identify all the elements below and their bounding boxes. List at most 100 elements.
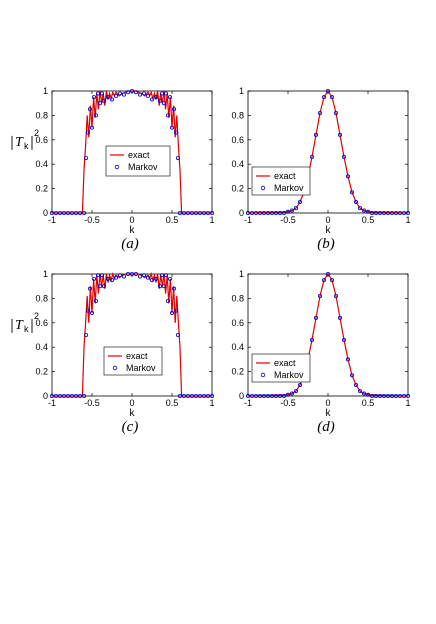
data-point-markov xyxy=(161,101,166,106)
data-point-markov xyxy=(249,393,254,398)
data-point-markov xyxy=(106,276,111,281)
data-point-markov xyxy=(205,393,210,398)
data-point-markov xyxy=(159,91,164,96)
x-tick-label: -1 xyxy=(48,215,56,225)
data-point-markov xyxy=(209,210,214,215)
x-tick-label: 0.5 xyxy=(362,398,375,408)
data-point-markov xyxy=(325,271,330,276)
data-point-markov xyxy=(96,273,101,278)
data-point-markov xyxy=(201,210,206,215)
data-point-markov xyxy=(100,91,105,96)
legend: exact Markov xyxy=(251,353,311,383)
x-tick-label: 0.5 xyxy=(166,215,179,225)
data-point-markov xyxy=(261,210,266,215)
legend-box xyxy=(251,353,311,383)
legend-label-markov: Markov xyxy=(126,363,156,373)
legend-label-exact: exact xyxy=(274,171,296,181)
data-point-markov xyxy=(74,393,79,398)
data-point-markov xyxy=(169,311,174,316)
x-tick-label: -0.5 xyxy=(84,215,100,225)
data-point-markov xyxy=(157,284,162,289)
data-point-markov xyxy=(209,393,214,398)
data-point-markov xyxy=(92,95,97,100)
data-point-markov xyxy=(329,278,334,283)
data-point-markov xyxy=(102,284,107,289)
data-point-markov xyxy=(165,113,170,118)
legend-label-exact: exact xyxy=(274,358,296,368)
y-tick-label: 0.6 xyxy=(231,318,244,328)
data-point-markov xyxy=(98,101,103,106)
data-point-markov xyxy=(397,210,402,215)
y-tick-label: 0.2 xyxy=(35,184,48,194)
data-point-markov xyxy=(94,113,99,118)
y-tick-label: 1 xyxy=(43,269,48,279)
data-point-markov xyxy=(405,210,410,215)
data-point-markov xyxy=(349,190,354,195)
data-point-markov xyxy=(163,273,168,278)
data-point-markov xyxy=(118,273,123,278)
data-point-markov xyxy=(98,284,103,289)
legend-label-markov: Markov xyxy=(274,183,304,193)
data-point-markov xyxy=(193,210,198,215)
data-point-markov xyxy=(137,92,142,97)
data-point-markov xyxy=(333,110,338,115)
legend-label-markov: Markov xyxy=(274,370,304,380)
data-point-markov xyxy=(185,210,190,215)
data-point-markov xyxy=(285,392,290,397)
x-tick-label: -1 xyxy=(48,398,56,408)
panel-b: -1 -0.5 0 0.5 1 0 0.2 0.4 0.6 0.8 1 k exact Markov (b) xyxy=(231,86,410,252)
data-point-markov xyxy=(171,107,176,112)
legend-box xyxy=(105,145,171,177)
data-point-markov xyxy=(313,315,318,320)
x-axis-label: k xyxy=(326,225,332,236)
legend-swatch-markov xyxy=(114,164,120,170)
data-point-markov xyxy=(167,95,172,100)
panel-d: -1 -0.5 0 0.5 1 0 0.2 0.4 0.6 0.8 1 k exact Markov (d) xyxy=(231,269,410,435)
data-point-markov xyxy=(78,393,83,398)
y-tick-label: 0.8 xyxy=(231,110,244,120)
data-point-markov xyxy=(253,210,258,215)
panel-caption: (a) xyxy=(121,236,139,252)
data-point-markov xyxy=(58,210,63,215)
data-point-markov xyxy=(297,383,302,388)
data-point-markov xyxy=(365,209,370,214)
data-point-markov xyxy=(397,393,402,398)
data-point-markov xyxy=(181,393,186,398)
y-tick-label: 0.6 xyxy=(231,135,244,145)
data-point-markov xyxy=(70,210,75,215)
data-point-markov xyxy=(377,393,382,398)
series-line-exact xyxy=(248,89,408,214)
data-point-markov xyxy=(82,393,87,398)
y-tick-label: 0.6 xyxy=(35,135,48,145)
data-point-markov xyxy=(193,393,198,398)
data-point-markov xyxy=(405,393,410,398)
data-point-markov xyxy=(62,393,67,398)
data-point-markov xyxy=(106,95,111,100)
data-point-markov xyxy=(173,130,178,135)
y-tick-label: 0 xyxy=(239,391,244,401)
data-point-markov xyxy=(389,210,394,215)
data-point-markov xyxy=(329,95,334,100)
x-tick-label: 1 xyxy=(209,215,214,225)
legend-box xyxy=(103,346,163,376)
data-point-markov xyxy=(361,391,366,396)
data-point-markov xyxy=(153,276,158,281)
data-point-markov xyxy=(165,298,170,303)
data-point-markov xyxy=(401,393,406,398)
data-point-markov xyxy=(84,332,89,337)
x-tick-label: 0 xyxy=(129,215,134,225)
data-point-markov xyxy=(145,275,150,280)
x-axis-label: k xyxy=(130,225,136,236)
y-tick-label: 1 xyxy=(43,86,48,96)
data-point-markov xyxy=(289,391,294,396)
x-axis-label: k xyxy=(130,408,136,419)
data-point-markov xyxy=(133,90,138,95)
data-point-markov xyxy=(313,132,318,137)
legend-label-exact: exact xyxy=(126,351,148,361)
data-point-markov xyxy=(177,210,182,215)
data-point-markov xyxy=(341,337,346,342)
data-point-markov xyxy=(74,210,79,215)
data-point-markov xyxy=(197,210,202,215)
